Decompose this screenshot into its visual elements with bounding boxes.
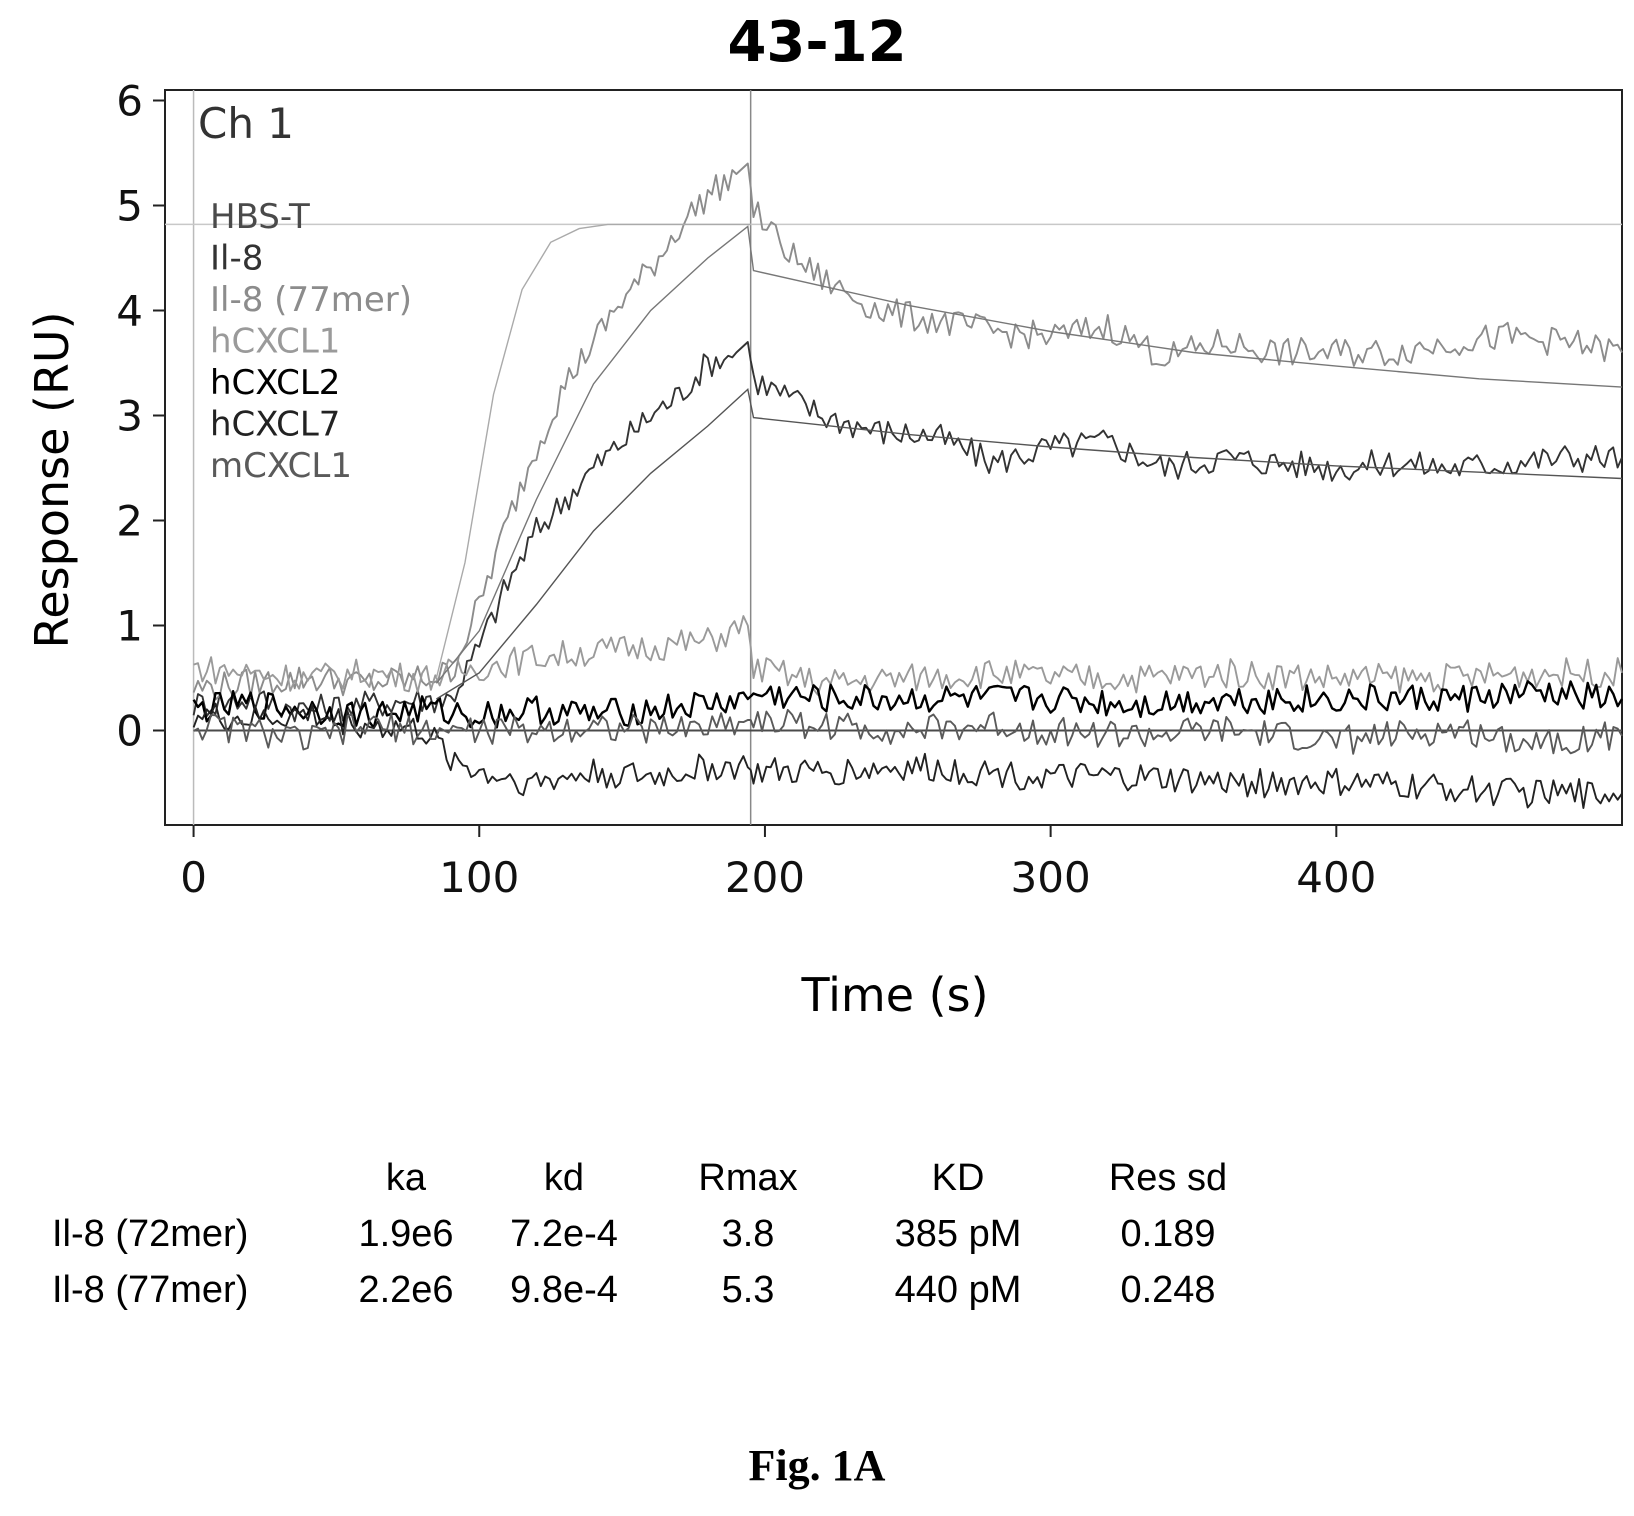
cell-kd: 9.8e-4 (510, 1268, 618, 1311)
cell-res-sd: 0.189 (1120, 1212, 1216, 1255)
x-tick-label: 400 (1296, 853, 1376, 902)
y-tick-label: 5 (116, 182, 143, 231)
x-tick-label: 200 (725, 853, 805, 902)
header-rmax: Rmax (698, 1156, 798, 1199)
legend-entry: mCXCL1 (210, 446, 352, 486)
series-line-il-8 (192, 341, 1623, 723)
series-line-hcxcl7 (192, 702, 1623, 809)
y-tick-label: 0 (116, 707, 143, 756)
table-row: Il-8 (77mer) 2.2e6 9.8e-4 5.3 440 pM 0.2… (52, 1262, 1268, 1318)
legend-entry: HBS-T (210, 197, 310, 237)
row-label: Il-8 (72mer) (52, 1212, 249, 1255)
panel-label: Ch 1 (198, 99, 294, 148)
y-tick-label: 6 (116, 77, 143, 126)
cell-KD: 385 pM (894, 1212, 1022, 1255)
header-res-sd: Res sd (1108, 1156, 1228, 1199)
series-line-il-8-77mer- (192, 162, 1623, 701)
fit-curve-steric-fit (435, 223, 751, 679)
series-line-hcxcl2 (192, 680, 1624, 729)
y-tick-label: 4 (116, 287, 143, 336)
fit-curve-il-8-77mer-fit (435, 225, 1623, 684)
y-axis-title: Response (RU) (25, 311, 79, 649)
cell-ka: 2.2e6 (358, 1268, 454, 1311)
series-layer (192, 162, 1624, 809)
legend-entry: Il-8 (210, 239, 263, 279)
legend-entry: hCXCL1 (210, 322, 340, 362)
x-tick-label: 100 (439, 853, 519, 902)
kinetics-table: ka kd Rmax KD Res sd Il-8 (72mer) 1.9e6 … (52, 1150, 1268, 1318)
chart-title: 43-12 (727, 10, 907, 75)
header-cell (52, 1150, 332, 1206)
figure-label: Fig. 1A (748, 1441, 886, 1490)
y-tick-label: 1 (116, 602, 143, 651)
legend-layer: Ch 1 HBS-TIl-8Il-8 (77mer)hCXCL1hCXCL2hCX… (198, 99, 412, 486)
cell-KD: 440 pM (894, 1268, 1022, 1311)
header-kd: kd (543, 1156, 585, 1199)
cell-ka: 1.9e6 (358, 1212, 454, 1255)
series-line-mcxcl1 (193, 708, 1623, 755)
legend-entry: hCXCL7 (210, 405, 340, 445)
y-tick-label: 2 (116, 497, 143, 546)
cell-kd: 7.2e-4 (510, 1212, 618, 1255)
series-line-hcxcl1 (193, 615, 1623, 696)
cell-rmax: 3.8 (721, 1212, 775, 1255)
cell-res-sd: 0.248 (1120, 1268, 1216, 1311)
header-ka: ka (385, 1156, 427, 1199)
fit-curve-il-8-fit (436, 387, 1623, 700)
x-axis-title: Time (s) (801, 968, 989, 1022)
legend-entry: hCXCL2 (210, 363, 340, 403)
axes-layer: 0 1 2 3 4 5 6 0 100 200 300 400 (116, 77, 1623, 902)
legend-entry: Il-8 (77mer) (210, 280, 412, 320)
row-label: Il-8 (77mer) (52, 1268, 249, 1311)
kinetics-header-row: ka kd Rmax KD Res sd (52, 1150, 1268, 1206)
header-KD: KD (931, 1156, 985, 1199)
x-tick-label: 300 (1011, 853, 1091, 902)
x-tick-label: 0 (180, 853, 207, 902)
table-row: Il-8 (72mer) 1.9e6 7.2e-4 3.8 385 pM 0.1… (52, 1206, 1268, 1262)
cell-rmax: 5.3 (721, 1268, 775, 1311)
y-tick-label: 3 (116, 392, 143, 441)
sensorgram-chart: 0 1 2 3 4 5 6 0 100 200 300 400 Ch 1 HBS-TIl-8Il-8 (… (116, 77, 1624, 902)
